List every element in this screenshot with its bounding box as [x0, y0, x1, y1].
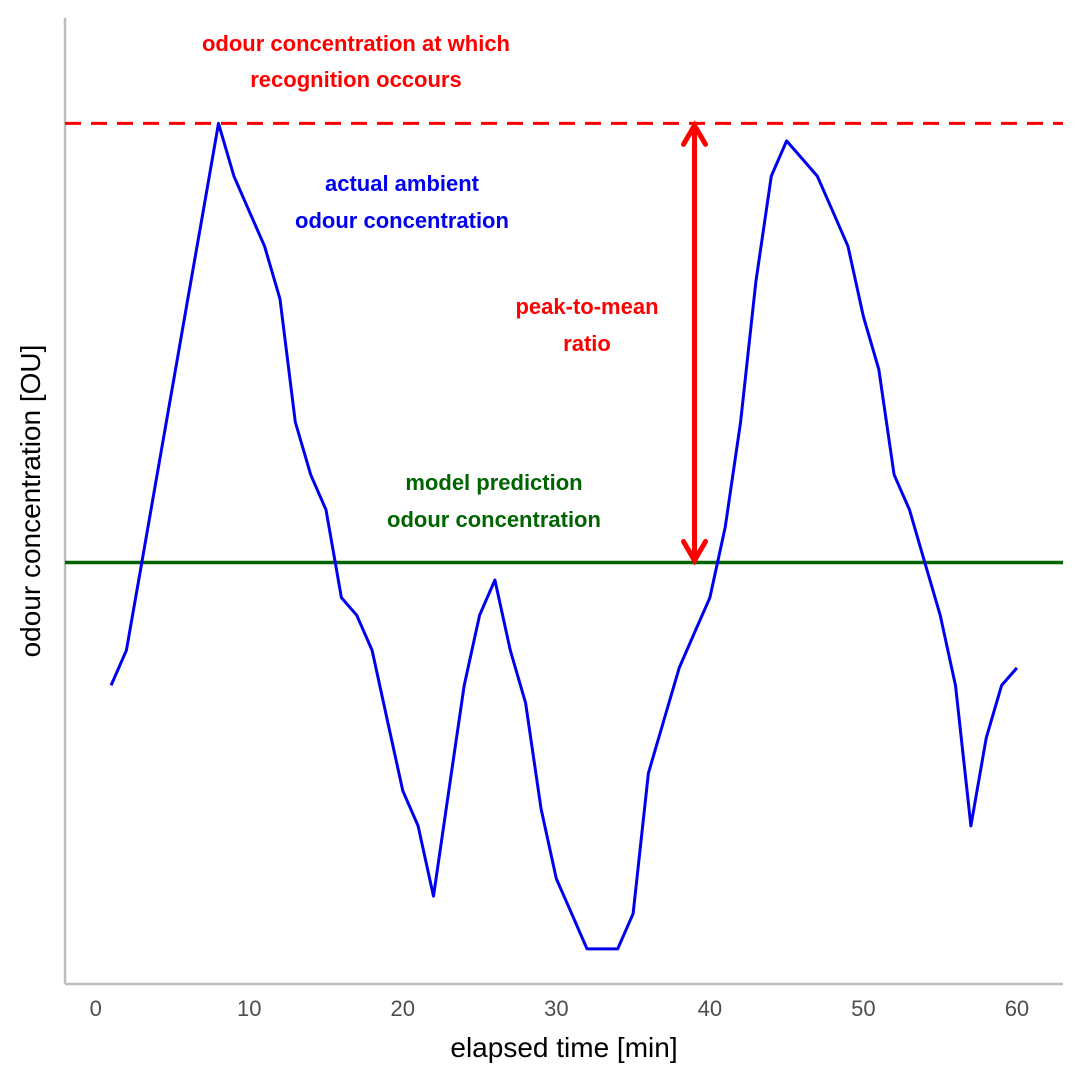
annotation-line: odour concentration: [295, 208, 509, 233]
x-tick-label: 0: [90, 996, 102, 1021]
x-tick-label: 40: [698, 996, 722, 1021]
peak-to-mean-arrow: [681, 120, 709, 566]
arrow-head-bottom: [681, 538, 709, 566]
x-tick-labels: 0 10 20 30 40 50 60: [90, 996, 1030, 1021]
x-tick-label: 50: [851, 996, 875, 1021]
annotation-line: odour concentration: [387, 507, 601, 532]
x-tick-label: 10: [237, 996, 261, 1021]
x-axis-title: elapsed time [min]: [450, 1032, 677, 1063]
annotation-ambient-concentration: actual ambient odour concentration: [295, 171, 509, 233]
annotation-recognition-threshold: odour concentration at which recognition…: [202, 31, 510, 92]
annotation-line: ratio: [563, 331, 611, 356]
y-axis-title: odour concentration [OU]: [15, 345, 46, 658]
arrow-head-top: [681, 120, 709, 147]
ambient-concentration-line: [109, 121, 1019, 951]
annotation-model-prediction: model prediction odour concentration: [387, 470, 601, 532]
annotation-line: actual ambient: [325, 171, 480, 196]
x-tick-label: 20: [391, 996, 415, 1021]
annotation-line: odour concentration at which: [202, 31, 510, 56]
x-tick-label: 60: [1005, 996, 1029, 1021]
annotation-peak-to-mean: peak-to-mean ratio: [515, 294, 658, 356]
annotation-line: recognition occours: [250, 67, 461, 92]
annotation-line: model prediction: [405, 470, 582, 495]
annotation-line: peak-to-mean: [515, 294, 658, 319]
x-tick-label: 30: [544, 996, 568, 1021]
